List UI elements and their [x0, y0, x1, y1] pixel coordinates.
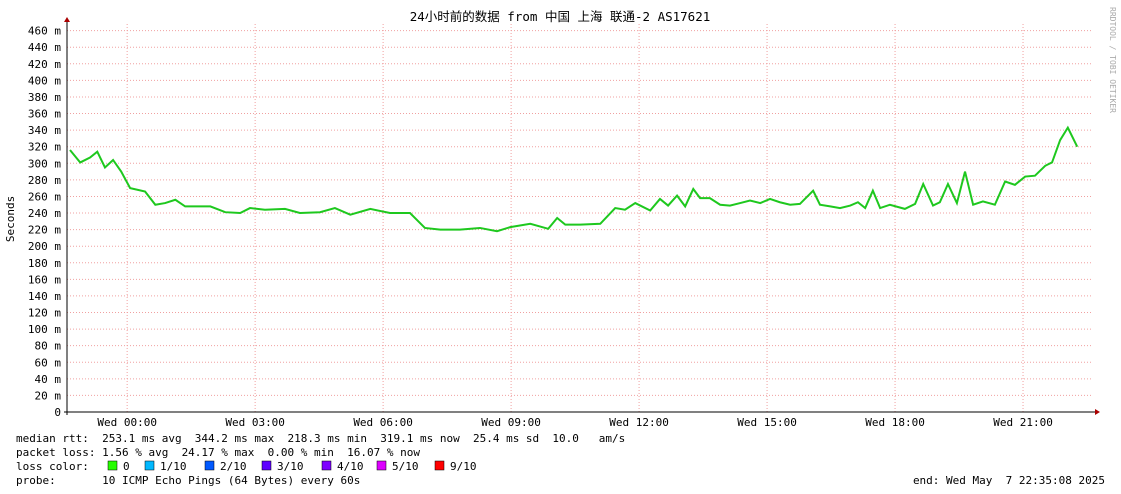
- legend-label: 2/10: [220, 460, 247, 473]
- y-tick-label: 140 m: [28, 290, 61, 303]
- legend-label: 5/10: [392, 460, 419, 473]
- x-tick-label: Wed 15:00: [737, 416, 797, 429]
- y-tick-label: 320 m: [28, 141, 61, 154]
- x-tick-label: Wed 18:00: [865, 416, 925, 429]
- legend-title: loss color:: [16, 460, 89, 473]
- y-tick-label: 0: [54, 406, 61, 419]
- legend-label: 1/10: [160, 460, 187, 473]
- stats-line: packet loss: 1.56 % avg 24.17 % max 0.00…: [16, 446, 420, 459]
- y-tick-label: 220 m: [28, 224, 61, 237]
- axis-arrow: [1095, 409, 1100, 415]
- y-tick-label: 300 m: [28, 157, 61, 170]
- y-tick-label: 260 m: [28, 190, 61, 203]
- legend-label: 9/10: [450, 460, 477, 473]
- y-tick-label: 440 m: [28, 41, 61, 54]
- stats-line: median rtt: 253.1 ms avg 344.2 ms max 21…: [16, 432, 625, 445]
- legend-swatch: [261, 460, 272, 471]
- legend-swatch: [321, 460, 332, 471]
- x-tick-label: Wed 21:00: [993, 416, 1053, 429]
- x-tick-label: Wed 03:00: [225, 416, 285, 429]
- legend-label: 4/10: [337, 460, 364, 473]
- y-tick-label: 240 m: [28, 207, 61, 220]
- legend-swatch: [376, 460, 387, 471]
- y-tick-label: 60 m: [35, 356, 62, 369]
- x-tick-label: Wed 12:00: [609, 416, 669, 429]
- x-tick-label: Wed 00:00: [97, 416, 157, 429]
- chart-title: 24小时前的数据 from 中国 上海 联通-2 AS17621: [410, 9, 711, 24]
- y-tick-label: 340 m: [28, 124, 61, 137]
- end-text: end: Wed May 7 22:35:08 2025: [913, 474, 1105, 487]
- legend-label: 3/10: [277, 460, 304, 473]
- legend-swatch: [434, 460, 445, 471]
- y-tick-label: 400 m: [28, 74, 61, 87]
- y-tick-label: 20 m: [35, 389, 62, 402]
- y-tick-label: 360 m: [28, 108, 61, 121]
- y-tick-label: 120 m: [28, 307, 61, 320]
- y-tick-label: 180 m: [28, 257, 61, 270]
- x-tick-label: Wed 06:00: [353, 416, 413, 429]
- legend-swatch: [144, 460, 155, 471]
- probe-text: probe: 10 ICMP Echo Pings (64 Bytes) eve…: [16, 474, 360, 487]
- y-tick-label: 460 m: [28, 25, 61, 38]
- y-tick-label: 80 m: [35, 340, 62, 353]
- y-tick-label: 380 m: [28, 91, 61, 104]
- legend-swatch: [107, 460, 118, 471]
- y-tick-label: 40 m: [35, 373, 62, 386]
- y-tick-label: 280 m: [28, 174, 61, 187]
- legend-swatch: [204, 460, 215, 471]
- median-line: [69, 125, 1079, 233]
- y-tick-label: 100 m: [28, 323, 61, 336]
- y-tick-label: 160 m: [28, 273, 61, 286]
- y-tick-label: 200 m: [28, 240, 61, 253]
- x-tick-label: Wed 09:00: [481, 416, 541, 429]
- y-axis-label: Seconds: [4, 196, 17, 242]
- side-text: RRDTOOL / TOBI OETIKER: [1108, 7, 1117, 113]
- y-tick-label: 420 m: [28, 58, 61, 71]
- axis-arrow: [64, 17, 70, 22]
- legend-label: 0: [123, 460, 130, 473]
